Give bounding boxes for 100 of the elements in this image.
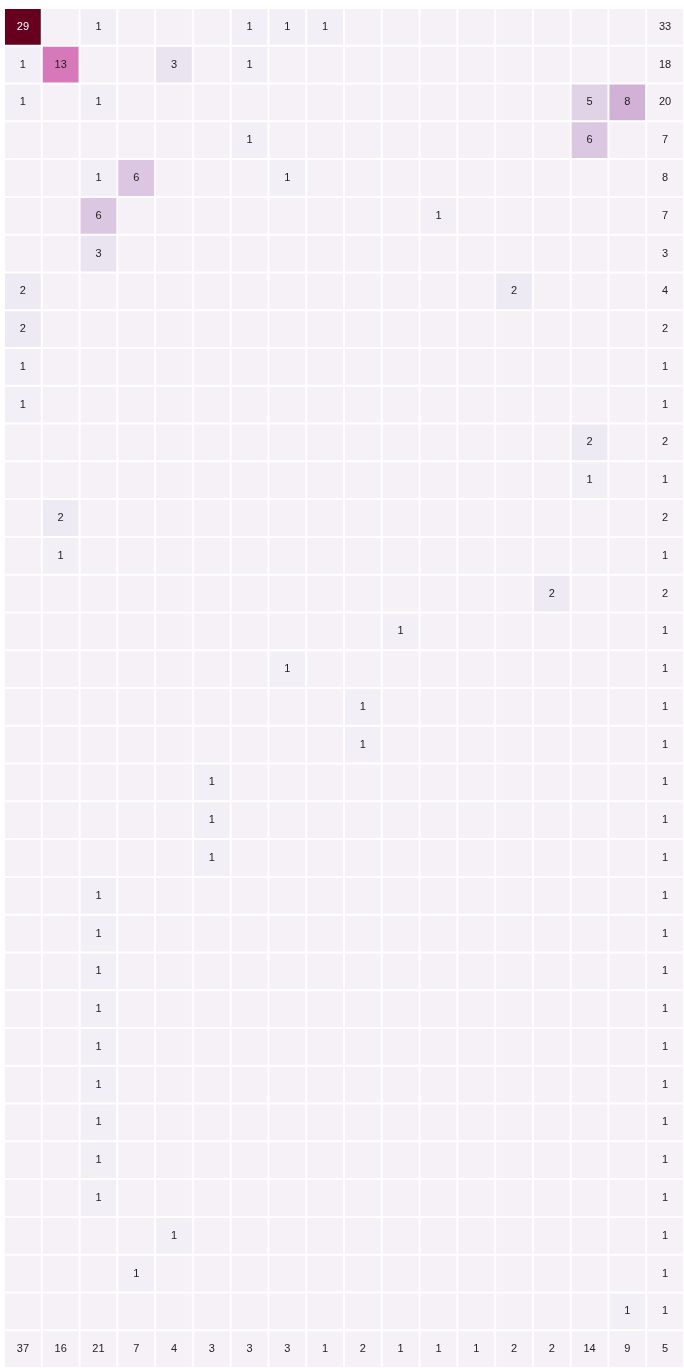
data-label: 1 — [662, 548, 669, 561]
data-label: 1 — [95, 1153, 102, 1166]
data-label: 1 — [95, 888, 102, 901]
data-label: 1 — [662, 1002, 669, 1015]
data-label: 3 — [246, 1342, 253, 1355]
data-label: 1 — [95, 1115, 102, 1128]
data-label: 1 — [662, 1266, 669, 1279]
data-label: 2 — [19, 322, 26, 335]
data-label: 7 — [662, 208, 669, 221]
data-label: 7 — [133, 1342, 140, 1355]
data-label: 18 — [658, 57, 672, 70]
data-label: 1 — [662, 813, 669, 826]
data-label: 1 — [170, 1228, 178, 1241]
data-label: 1 — [19, 95, 26, 108]
data-label: 1 — [95, 95, 102, 108]
data-label: 1 — [662, 397, 669, 410]
data-label: 1 — [397, 624, 404, 637]
data-label: 13 — [54, 57, 67, 70]
data-label: 1 — [95, 926, 102, 939]
data-label: 1 — [246, 19, 253, 32]
data-label: 2 — [359, 1342, 366, 1355]
data-label: 1 — [662, 1191, 669, 1204]
data-label: 1 — [662, 888, 669, 901]
data-label: 1 — [95, 1039, 102, 1052]
data-label: 2 — [57, 511, 64, 524]
data-label: 16 — [54, 1342, 67, 1355]
data-label: 1 — [624, 1304, 631, 1317]
data-label: 3 — [662, 246, 669, 259]
data-label: 1 — [586, 473, 593, 486]
data-label: 1 — [95, 171, 102, 184]
data-label: 1 — [662, 1153, 669, 1166]
data-label: 1 — [435, 1342, 442, 1355]
data-label: 6 — [133, 171, 140, 184]
data-label: 2 — [662, 322, 669, 335]
data-label: 1 — [435, 208, 442, 221]
data-label: 1 — [662, 964, 669, 977]
data-label: 1 — [246, 57, 253, 70]
data-label: 1 — [662, 1077, 669, 1090]
data-label: 1 — [662, 1304, 669, 1317]
data-label: 21 — [92, 1342, 105, 1355]
data-label: 14 — [583, 1342, 596, 1355]
data-label: 1 — [662, 1039, 669, 1052]
data-label: 1 — [133, 1266, 140, 1279]
data-label: 1 — [95, 1077, 102, 1090]
data-label: 2 — [662, 586, 669, 599]
data-label: 1 — [662, 662, 669, 675]
data-label: 1 — [662, 737, 669, 750]
data-label: 2 — [662, 435, 669, 448]
data-label: 1 — [246, 133, 253, 146]
data-label: 1 — [284, 171, 291, 184]
data-label: 1 — [19, 397, 26, 410]
data-label: 2 — [548, 586, 555, 599]
data-label: 8 — [662, 171, 669, 184]
data-label: 5 — [662, 1342, 669, 1355]
data-label: 6 — [586, 133, 593, 146]
data-label: 2 — [510, 1342, 518, 1355]
data-label: 1 — [57, 548, 64, 561]
data-label: 1 — [662, 699, 669, 712]
data-label: 1 — [284, 19, 291, 32]
data-label: 1 — [473, 1342, 480, 1355]
data-label: 2 — [19, 284, 26, 297]
data-label: 1 — [95, 1191, 102, 1204]
data-label: 2 — [586, 435, 593, 448]
data-label: 1 — [95, 964, 102, 977]
data-label: 4 — [170, 1342, 178, 1355]
data-label: 1 — [662, 926, 669, 939]
data-label: 6 — [95, 208, 102, 221]
data-label: 1 — [19, 359, 26, 372]
data-label: 1 — [359, 699, 366, 712]
data-label: 1 — [359, 737, 366, 750]
data-label: 1 — [95, 1002, 102, 1015]
data-label: 1 — [662, 624, 669, 637]
data-label: 29 — [16, 19, 30, 32]
data-label: 1 — [19, 57, 26, 70]
data-label: 1 — [95, 19, 102, 32]
data-label: 20 — [658, 95, 672, 108]
data-label: 1 — [662, 473, 669, 486]
data-label: 4 — [662, 284, 669, 297]
data-label: 1 — [284, 662, 291, 675]
data-label: 3 — [284, 1342, 291, 1355]
data-label: 1 — [662, 775, 669, 788]
data-label: 9 — [624, 1342, 631, 1355]
data-label: 1 — [662, 851, 669, 864]
data-label: 1 — [322, 19, 329, 32]
data-label: 1 — [662, 1115, 669, 1128]
data-label: 7 — [662, 133, 669, 146]
data-label: 8 — [624, 95, 631, 108]
data-label: 33 — [658, 19, 672, 32]
data-label: 1 — [322, 1342, 329, 1355]
data-label: 2 — [548, 1342, 555, 1355]
data-label: 3 — [95, 246, 102, 259]
data-label: 1 — [208, 813, 215, 826]
data-label: 1 — [662, 359, 669, 372]
data-label: 3 — [208, 1342, 215, 1355]
data-label: 5 — [586, 95, 593, 108]
data-label: 2 — [510, 284, 518, 297]
data-label: 1 — [397, 1342, 404, 1355]
data-label: 1 — [208, 851, 215, 864]
data-label: 2 — [662, 511, 669, 524]
data-label: 1 — [662, 1228, 669, 1241]
